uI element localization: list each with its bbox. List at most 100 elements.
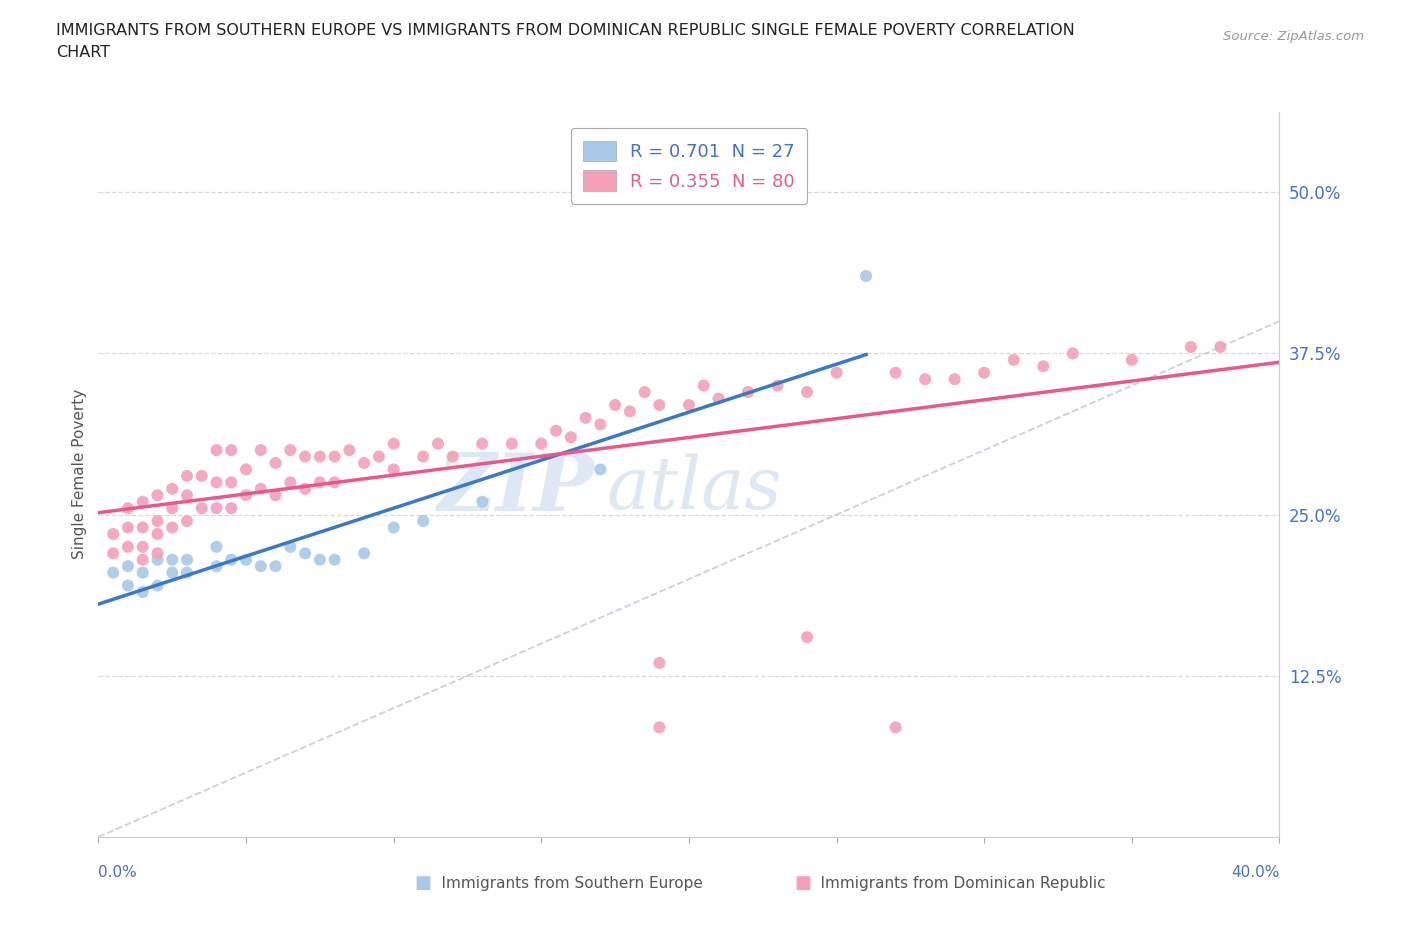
Point — [132, 539, 155, 554]
Point — [146, 526, 169, 541]
Point — [219, 443, 242, 458]
Point — [103, 526, 125, 541]
Point — [176, 513, 198, 528]
Point — [162, 500, 183, 515]
Point — [353, 456, 375, 471]
Point — [294, 449, 316, 464]
Point — [441, 449, 464, 464]
Text: atlas: atlas — [606, 454, 782, 525]
Point — [264, 456, 287, 471]
Text: CHART: CHART — [56, 45, 110, 60]
Point — [309, 552, 332, 567]
Text: Immigrants from Southern Europe: Immigrants from Southern Europe — [422, 876, 703, 891]
Point — [205, 443, 228, 458]
Point — [1121, 352, 1143, 367]
Point — [1032, 359, 1054, 374]
Point — [205, 559, 228, 574]
Point — [884, 720, 907, 735]
Point — [766, 379, 789, 393]
Text: 40.0%: 40.0% — [1232, 865, 1279, 880]
Point — [323, 449, 346, 464]
Point — [382, 520, 405, 535]
Text: ZIP: ZIP — [437, 450, 595, 527]
Point — [914, 372, 936, 387]
Point — [678, 397, 700, 412]
Point — [633, 385, 655, 400]
Point — [146, 488, 169, 503]
Point — [235, 462, 257, 477]
Point — [412, 513, 434, 528]
Point — [737, 385, 759, 400]
Point — [323, 475, 346, 490]
Point — [117, 578, 139, 593]
Point — [250, 443, 273, 458]
Point — [132, 565, 155, 580]
Legend: R = 0.701  N = 27, R = 0.355  N = 80: R = 0.701 N = 27, R = 0.355 N = 80 — [571, 128, 807, 204]
Point — [162, 520, 183, 535]
Point — [412, 449, 434, 464]
Point — [235, 552, 257, 567]
Text: ■: ■ — [794, 874, 811, 892]
Point — [117, 559, 139, 574]
Point — [707, 392, 730, 406]
Point — [176, 552, 198, 567]
Point — [589, 417, 612, 432]
Point — [309, 449, 332, 464]
Point — [278, 443, 302, 458]
Point — [162, 482, 183, 497]
Point — [471, 436, 494, 451]
Point — [117, 500, 139, 515]
Point — [219, 552, 242, 567]
Point — [855, 269, 877, 284]
Point — [339, 443, 360, 458]
Text: IMMIGRANTS FROM SOUTHERN EUROPE VS IMMIGRANTS FROM DOMINICAN REPUBLIC SINGLE FEM: IMMIGRANTS FROM SOUTHERN EUROPE VS IMMIG… — [56, 23, 1076, 38]
Point — [648, 397, 671, 412]
Point — [353, 546, 375, 561]
Point — [219, 500, 242, 515]
Point — [250, 559, 273, 574]
Point — [530, 436, 553, 451]
Point — [501, 436, 523, 451]
Point — [560, 430, 582, 445]
Point — [117, 539, 139, 554]
Point — [191, 500, 214, 515]
Point — [117, 520, 139, 535]
Point — [132, 552, 155, 567]
Point — [1002, 352, 1025, 367]
Point — [146, 513, 169, 528]
Text: Immigrants from Dominican Republic: Immigrants from Dominican Republic — [801, 876, 1107, 891]
Point — [132, 494, 155, 509]
Point — [250, 482, 273, 497]
Point — [294, 546, 316, 561]
Point — [309, 475, 332, 490]
Point — [648, 656, 671, 671]
Point — [574, 410, 596, 425]
Point — [382, 462, 405, 477]
Point — [796, 630, 818, 644]
Point — [162, 552, 183, 567]
Point — [103, 565, 125, 580]
Point — [132, 520, 155, 535]
Point — [162, 565, 183, 580]
Point — [1062, 346, 1084, 361]
Point — [796, 385, 818, 400]
Point — [205, 475, 228, 490]
Point — [146, 546, 169, 561]
Point — [219, 475, 242, 490]
Point — [176, 488, 198, 503]
Point — [1180, 339, 1202, 354]
Point — [191, 469, 214, 484]
Text: 0.0%: 0.0% — [98, 865, 138, 880]
Point — [146, 578, 169, 593]
Text: Source: ZipAtlas.com: Source: ZipAtlas.com — [1223, 30, 1364, 43]
Point — [973, 365, 995, 380]
Point — [619, 404, 641, 418]
Point — [605, 397, 627, 412]
Point — [427, 436, 450, 451]
Point — [825, 365, 848, 380]
Point — [264, 559, 287, 574]
Point — [146, 552, 169, 567]
Point — [176, 469, 198, 484]
Point — [884, 365, 907, 380]
Point — [264, 488, 287, 503]
